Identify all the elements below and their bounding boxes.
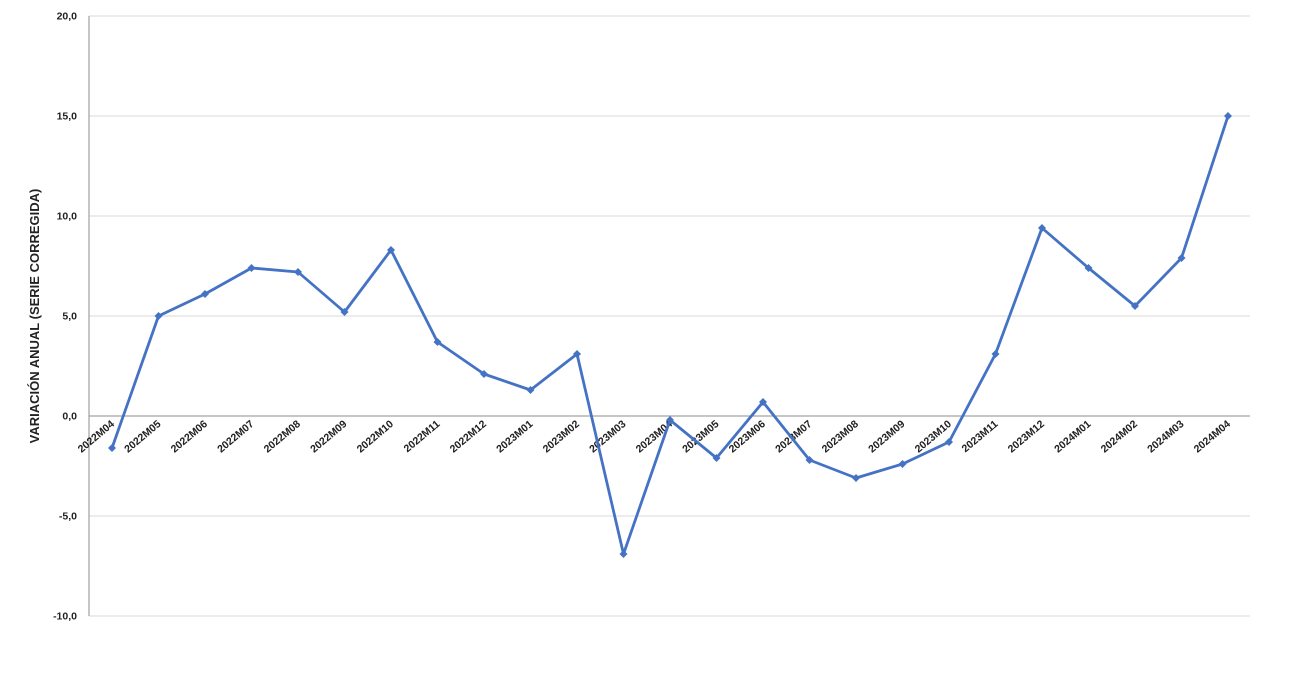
data-point — [526, 386, 535, 394]
x-tick-label: 2023M08 — [820, 418, 861, 455]
x-tick-label: 2022M08 — [262, 418, 303, 455]
y-tick-label: 0,0 — [62, 411, 77, 423]
data-point — [387, 246, 395, 254]
data-point — [340, 308, 349, 316]
series-line — [110, 115, 1230, 556]
x-tick-label: 2023M09 — [866, 418, 907, 455]
data-point — [1038, 224, 1046, 232]
data-point — [1131, 302, 1139, 310]
gridlines — [89, 15, 1250, 617]
data-point — [898, 460, 907, 468]
data-point — [852, 474, 860, 482]
y-tick-label: 15,0 — [57, 111, 78, 123]
x-tick-label: 2022M05 — [122, 418, 163, 455]
y-tick-label: 10,0 — [57, 211, 78, 223]
y-tick-label: 20,0 — [57, 11, 78, 23]
data-point — [1224, 112, 1232, 120]
data-point — [991, 350, 1000, 358]
x-tick-labels: 2022M04 2022M05 2022M06 2022M07 2022M08 2022M… — [76, 418, 1233, 455]
data-point — [480, 370, 488, 378]
data-point — [433, 338, 442, 346]
x-tick-label: 2022M12 — [448, 418, 489, 455]
data-point — [805, 456, 814, 464]
data-point — [759, 398, 767, 406]
series-line-path — [110, 115, 1230, 556]
x-tick-label: 2024M03 — [1145, 418, 1186, 455]
x-tick-label: 2022M11 — [402, 418, 443, 455]
data-point — [1177, 254, 1186, 262]
x-tick-label: 2023M02 — [541, 418, 582, 455]
x-tick-label: 2024M01 — [1052, 418, 1093, 455]
x-tick-label: 2022M09 — [308, 418, 349, 455]
data-point — [619, 550, 628, 558]
y-tick-labels: -10,0 -5,0 0,0 5,0 10,0 15,0 20,0 — [53, 11, 77, 623]
data-point — [201, 290, 209, 298]
data-point — [666, 416, 674, 424]
data-point — [1084, 264, 1093, 272]
x-tick-label: 2024M02 — [1099, 418, 1140, 455]
data-markers — [108, 112, 1232, 558]
y-tick-label: -10,0 — [53, 611, 77, 623]
x-tick-label: 2024M04 — [1192, 418, 1233, 455]
y-tick-label: 5,0 — [62, 311, 77, 323]
data-point — [247, 264, 256, 272]
x-tick-label: 2023M11 — [960, 418, 1001, 455]
data-point — [294, 268, 302, 276]
x-tick-label: 2023M05 — [680, 418, 721, 455]
x-tick-label: 2023M12 — [1006, 418, 1047, 455]
y-axis-label: VARIACIÓN ANUAL (SERIE CORREGIDA) — [27, 189, 42, 444]
y-tick-label: -5,0 — [59, 511, 77, 523]
data-point — [945, 438, 953, 446]
data-point — [573, 350, 581, 358]
data-point — [154, 312, 163, 320]
x-tick-label: 2022M07 — [215, 418, 256, 455]
data-point — [712, 454, 721, 462]
x-tick-label: 2022M06 — [169, 418, 210, 455]
axes — [88, 16, 1250, 616]
x-tick-label: 2022M10 — [355, 418, 396, 455]
data-point — [108, 444, 116, 452]
x-tick-label: 2023M01 — [494, 418, 535, 455]
